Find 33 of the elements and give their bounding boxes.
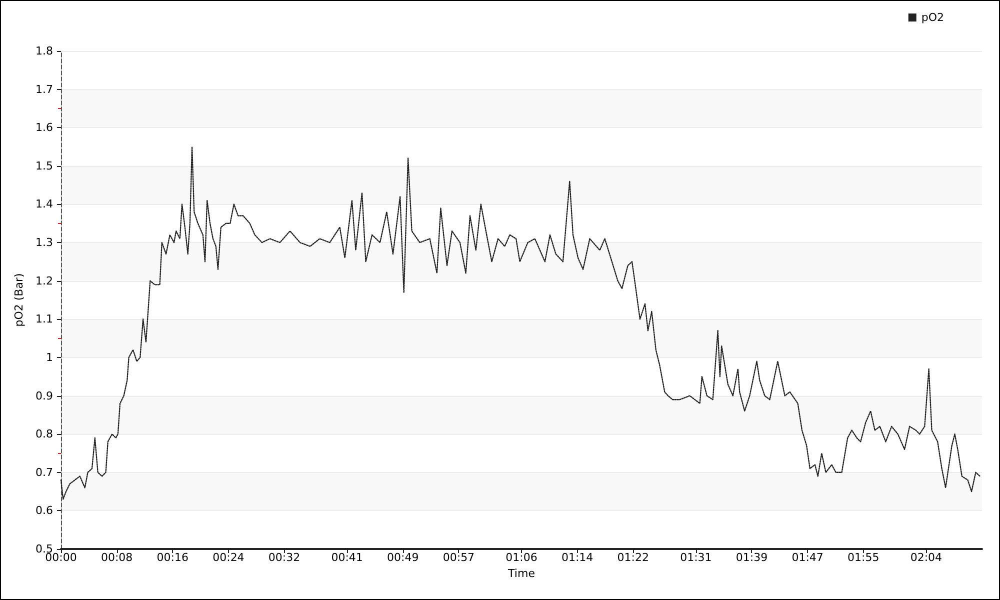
x-tick-label: 01:55 xyxy=(848,551,880,564)
x-tick-label: 01:39 xyxy=(736,551,768,564)
y-tick-label: 1.1 xyxy=(36,312,53,326)
x-tick-label: 00:57 xyxy=(442,551,475,564)
y-tick-label: 1.3 xyxy=(36,236,53,250)
x-tick-label: 00:24 xyxy=(212,551,244,564)
x-tick-label: 00:49 xyxy=(387,551,419,564)
line-series xyxy=(60,146,981,500)
y-tick-label: 1 xyxy=(46,350,53,364)
y-tick-label: 0.7 xyxy=(36,466,53,479)
x-tick-label: 02:04 xyxy=(910,551,942,564)
y-axis-title: pO2 (Bar) xyxy=(12,273,26,327)
y-tick-label: 0.6 xyxy=(36,504,53,518)
x-tick-label: 00:16 xyxy=(156,551,188,564)
x-tick-label: 01:31 xyxy=(680,551,712,564)
x-axis-title: Time xyxy=(507,566,536,580)
x-tick-label: 00:41 xyxy=(331,551,363,564)
x-tick-label: 00:00 xyxy=(45,551,77,564)
legend-label: pO2 xyxy=(921,11,944,24)
y-tick-label: 1.5 xyxy=(36,159,53,172)
x-tick-label: 01:14 xyxy=(561,551,594,564)
x-tick-label: 00:08 xyxy=(100,551,133,564)
y-tick-label: 0.9 xyxy=(36,389,53,402)
y-tick-label: 1.8 xyxy=(36,44,53,58)
y-tick-label: 1.2 xyxy=(36,274,53,288)
x-tick-label: 01:47 xyxy=(792,551,824,564)
y-tick-label: 1.6 xyxy=(36,121,53,134)
x-tick-label: 01:06 xyxy=(506,551,538,564)
x-tick-label: 00:32 xyxy=(268,551,300,564)
y-tick-label: 1.7 xyxy=(36,82,53,96)
y-tick-label: 1.4 xyxy=(36,198,53,211)
x-tick-label: 01:22 xyxy=(617,551,649,564)
y-tick-label: 0.8 xyxy=(36,428,53,441)
